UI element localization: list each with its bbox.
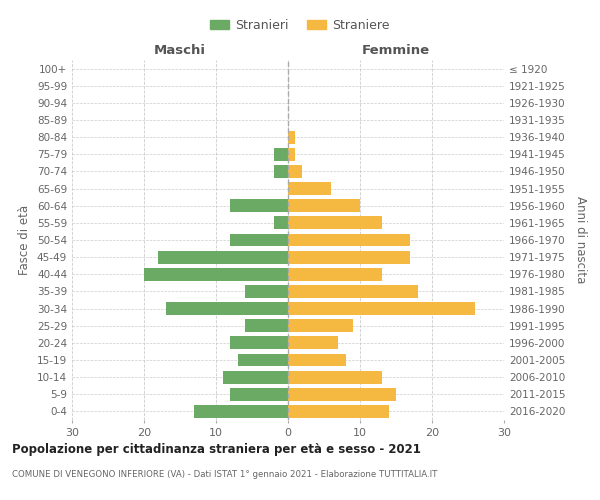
Y-axis label: Anni di nascita: Anni di nascita xyxy=(574,196,587,284)
Bar xyxy=(288,388,396,400)
Bar xyxy=(288,148,295,160)
Text: Femmine: Femmine xyxy=(362,44,430,57)
Text: Popolazione per cittadinanza straniera per età e sesso - 2021: Popolazione per cittadinanza straniera p… xyxy=(12,442,421,456)
Bar xyxy=(288,302,475,315)
Bar xyxy=(288,285,418,298)
Bar xyxy=(158,250,288,264)
Bar xyxy=(166,302,288,315)
Bar xyxy=(274,216,288,230)
Bar xyxy=(230,234,288,246)
Bar xyxy=(223,370,288,384)
Bar xyxy=(194,405,288,418)
Bar xyxy=(288,268,382,280)
Bar xyxy=(238,354,288,366)
Bar xyxy=(288,370,382,384)
Bar xyxy=(288,165,302,178)
Bar xyxy=(288,216,382,230)
Bar xyxy=(245,320,288,332)
Bar xyxy=(288,182,331,195)
Bar xyxy=(288,336,338,349)
Bar xyxy=(288,250,410,264)
Y-axis label: Fasce di età: Fasce di età xyxy=(19,205,31,275)
Bar xyxy=(230,200,288,212)
Legend: Stranieri, Straniere: Stranieri, Straniere xyxy=(205,14,395,37)
Bar xyxy=(288,130,295,143)
Bar xyxy=(144,268,288,280)
Text: Maschi: Maschi xyxy=(154,44,206,57)
Bar xyxy=(230,336,288,349)
Bar xyxy=(288,320,353,332)
Bar xyxy=(288,200,360,212)
Bar xyxy=(288,405,389,418)
Bar xyxy=(230,388,288,400)
Bar xyxy=(288,234,410,246)
Bar xyxy=(274,165,288,178)
Bar xyxy=(245,285,288,298)
Bar xyxy=(274,148,288,160)
Bar xyxy=(288,354,346,366)
Text: COMUNE DI VENEGONO INFERIORE (VA) - Dati ISTAT 1° gennaio 2021 - Elaborazione TU: COMUNE DI VENEGONO INFERIORE (VA) - Dati… xyxy=(12,470,437,479)
